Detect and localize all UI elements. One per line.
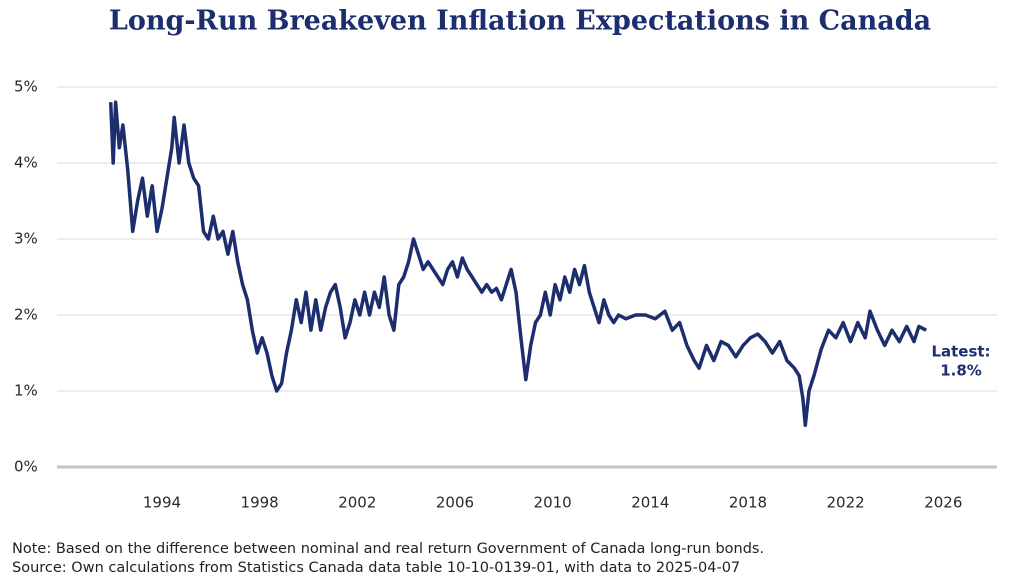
x-tick-label: 2010 <box>534 494 572 512</box>
note: Note: Based on the difference between no… <box>12 541 764 557</box>
chart-title: Long-Run Breakeven Inflation Expectation… <box>109 6 931 37</box>
x-tick-label: 1994 <box>143 494 181 512</box>
x-tick-label: 2018 <box>729 494 767 512</box>
x-tick-label: 2014 <box>631 494 669 512</box>
x-tick-label: 2006 <box>436 494 474 512</box>
note: Source: Own calculations from Statistics… <box>12 560 740 576</box>
y-tick-label: 3% <box>14 230 38 248</box>
y-tick-label: 4% <box>14 154 38 172</box>
x-tick-label: 2002 <box>338 494 376 512</box>
y-tick-label: 2% <box>14 306 38 324</box>
y-tick-label: 5% <box>14 78 38 96</box>
annotation: Latest: <box>931 343 990 361</box>
x-tick-label: 1998 <box>241 494 279 512</box>
y-tick-label: 0% <box>14 458 38 476</box>
annotation: 1.8% <box>940 362 982 380</box>
y-tick-label: 1% <box>14 382 38 400</box>
x-tick-label: 2026 <box>924 494 962 512</box>
x-tick-label: 2022 <box>827 494 865 512</box>
line <box>108 100 928 427</box>
